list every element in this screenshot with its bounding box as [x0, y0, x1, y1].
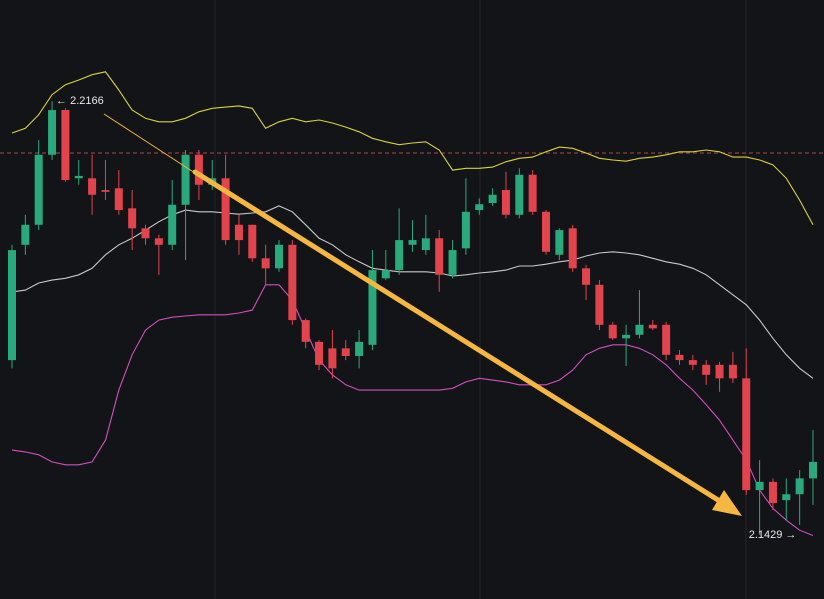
candle-body — [702, 364, 711, 375]
candle-body — [742, 378, 751, 491]
candle-body — [715, 364, 724, 379]
candle-body — [234, 224, 243, 241]
candle-body — [341, 348, 350, 356]
candle-body — [755, 481, 764, 491]
candle-body — [48, 110, 57, 155]
trend-arrow-head — [712, 490, 742, 516]
candle-body — [328, 348, 337, 369]
trend-arrow-shaft — [192, 169, 721, 503]
candle-body — [301, 320, 310, 342]
candle-body — [181, 154, 190, 205]
candle-body — [88, 178, 97, 195]
candle-body — [582, 268, 591, 285]
candle-body — [648, 324, 657, 329]
price-annotation: ← 2.2166 — [56, 95, 104, 107]
candle-body — [408, 240, 417, 245]
candle-body — [8, 250, 16, 361]
candle-body — [168, 204, 177, 245]
candle-body — [568, 228, 577, 269]
candle-body — [809, 461, 817, 479]
candle-body — [475, 204, 484, 211]
candle-body — [315, 341, 324, 365]
candle-body — [355, 341, 364, 356]
candle-body — [461, 211, 470, 249]
candle-body — [515, 174, 524, 215]
candle-body — [381, 270, 390, 279]
candle-body — [595, 284, 604, 325]
background-lines — [214, 0, 747, 599]
candle-body — [154, 238, 163, 245]
candle-body — [34, 154, 43, 225]
candle-body — [488, 194, 497, 204]
candle-body — [728, 364, 737, 379]
candle-body — [448, 250, 457, 275]
candle-body — [768, 481, 777, 504]
candle-body — [21, 224, 30, 245]
candle-body — [395, 240, 404, 271]
candle-body — [101, 190, 110, 192]
candle-body — [261, 258, 270, 269]
candle-body — [221, 178, 230, 241]
price-annotation: 2.1429 → — [749, 529, 797, 541]
candle-body — [61, 110, 70, 181]
trend-arrow — [103, 113, 742, 516]
candle-body — [622, 334, 631, 339]
candle-body — [128, 208, 137, 229]
candle-body — [635, 324, 644, 335]
band-line — [11, 284, 814, 537]
labels: ← 2.2166 2.1429 → — [56, 95, 796, 541]
candle-body — [795, 478, 804, 495]
candle-body — [194, 154, 203, 185]
candle-body — [114, 188, 123, 211]
candle-body — [288, 244, 297, 321]
candle-body — [542, 211, 550, 252]
candle-body — [435, 238, 444, 275]
candle-body — [275, 244, 283, 269]
candle-body — [555, 230, 564, 255]
candle-body — [782, 494, 791, 501]
candle-body — [74, 175, 83, 179]
band-line — [11, 71, 814, 226]
candle-body — [688, 360, 697, 365]
candle-body — [501, 190, 510, 215]
candle-body — [608, 324, 617, 339]
plot — [0, 71, 824, 537]
candle-body — [662, 324, 671, 355]
candle-body — [421, 238, 430, 251]
candle-body — [248, 224, 257, 259]
candle-body — [368, 270, 377, 345]
candle-body — [141, 228, 150, 239]
candle-body — [528, 174, 537, 212]
candle-body — [675, 354, 684, 361]
